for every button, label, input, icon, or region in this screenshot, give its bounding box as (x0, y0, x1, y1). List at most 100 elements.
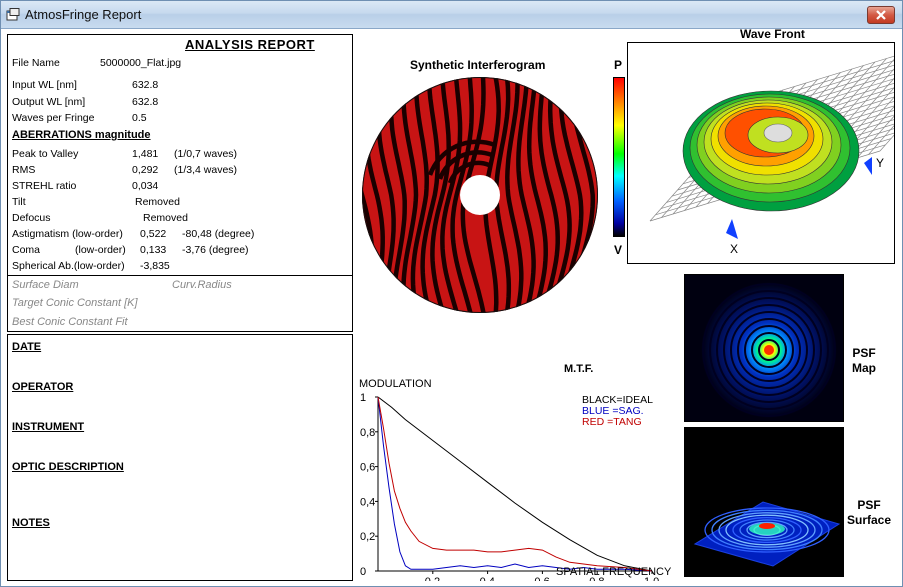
fringe-arc (427, 139, 496, 176)
psf-surface-label-text: PSF (857, 498, 881, 512)
wavefront-panel: Y X (627, 42, 903, 264)
x-tick-label: 1,0 (644, 576, 659, 581)
y-tick-label: 0,4 (360, 496, 375, 508)
colorbar-top-label: P (614, 58, 623, 72)
psf-map-image (685, 275, 843, 421)
psf-surface-image (693, 501, 841, 567)
coma-value: 0,133 (140, 244, 167, 256)
psf-surface-ring (718, 512, 816, 548)
aberrations-heading: ABERRATIONS magnitude (12, 129, 151, 141)
psf-surface-ring (732, 516, 802, 544)
psf-ring (730, 311, 808, 389)
coma-order: (low-order) (75, 244, 126, 256)
psf-map-label-text: PSF (852, 346, 876, 360)
psf-ring (716, 297, 822, 403)
coma-label: Coma (12, 244, 41, 256)
title-bar: AtmosFringe Report (1, 1, 902, 29)
legend-ideal: BLACK=IDEAL (582, 394, 653, 406)
optic-description-label: OPTIC DESCRIPTION (12, 461, 124, 473)
wavefront-x-label: X (730, 242, 738, 256)
mtf-title: M.T.F. (564, 363, 594, 375)
grid-line (856, 105, 903, 159)
mtf-chart: 0 0,2 0,4 0,6 0,8 1 0,2 0,4 0,6 0,8 1,0 BLACK=IDE… (360, 392, 659, 581)
instrument-label: INSTRUMENT (12, 421, 85, 433)
target-conic-label: Target Conic Constant [K] (12, 297, 138, 309)
psf-ring (723, 304, 815, 396)
psf-ring (702, 283, 836, 417)
strehl-value: 0,034 (132, 180, 159, 192)
report-heading: ANALYSIS REPORT (185, 37, 315, 52)
report-content: ANALYSIS REPORT File Name 5000000_Flat.j… (4, 27, 903, 584)
input-wl-label: Input WL [nm] (12, 79, 77, 91)
mtf-series-ideal (377, 396, 653, 572)
window-title: AtmosFringe Report (25, 7, 142, 22)
fringe-line (505, 77, 524, 313)
colorbar-bottom-label: V (614, 243, 623, 257)
fringe-line (537, 77, 560, 313)
grid-line (868, 115, 903, 155)
fringe-line (526, 77, 548, 313)
report-divider (8, 275, 352, 276)
wavefront-title: Wave Front (740, 27, 805, 41)
legend-tang: RED =TANG (582, 416, 642, 428)
psf-surface-ring (739, 519, 795, 541)
file-name-label: File Name (12, 57, 60, 69)
waves-value: 0.5 (132, 112, 147, 124)
fringe-line (547, 77, 572, 313)
surface-diam-label: Surface Diam (12, 279, 79, 291)
notes-panel: DATE OPERATOR INSTRUMENT OPTIC DESCRIPTI… (7, 334, 353, 581)
interferogram-title: Synthetic Interferogram (410, 58, 546, 72)
rms-waves: (1/3,4 waves) (174, 164, 238, 176)
curv-radius-label: Curv.Radius (172, 279, 232, 291)
defocus-value: Removed (143, 212, 188, 224)
y-tick-label: 0,6 (360, 462, 375, 474)
grid-line (754, 57, 903, 104)
psf-ring (744, 325, 794, 375)
psf-ring (751, 332, 787, 368)
waves-label: Waves per Fringe (12, 112, 95, 124)
fringe-line (401, 77, 419, 313)
defocus-label: Defocus (12, 212, 51, 224)
output-wl-label: Output WL [nm] (12, 96, 86, 108)
analysis-report-panel: ANALYSIS REPORT File Name 5000000_Flat.j… (7, 34, 353, 332)
spherical-label: Spherical Ab.(low-order) (12, 260, 125, 272)
y-tick-label: 0 (360, 566, 366, 578)
x-tick-label: 0,4 (480, 576, 495, 581)
coma-degree: -3,76 (degree) (182, 244, 249, 256)
rms-label: RMS (12, 164, 36, 176)
psf-surface-label: PSF Surface (847, 498, 891, 528)
astigmatism-label: Astigmatism (low-order) (12, 228, 123, 240)
psf-surface-ring (746, 521, 788, 539)
psf-surface-ring (711, 509, 823, 551)
close-button[interactable] (867, 6, 895, 24)
output-wl-value: 632.8 (132, 96, 159, 108)
psf-surface-label-sub: Surface (847, 513, 892, 527)
colorbar (613, 77, 625, 237)
y-tick-label: 0,2 (360, 531, 375, 543)
fringe-arc (437, 150, 493, 180)
psf-ring (758, 339, 780, 361)
fringe-line (450, 77, 474, 313)
psf-map-label: PSF Map (852, 346, 876, 376)
psf-surface (684, 427, 844, 577)
mtf-xlabel: SPATIAL FREQUENCY (556, 566, 672, 578)
wavefront-hole (763, 123, 793, 143)
input-wl-value: 632.8 (132, 79, 159, 91)
psf-map (684, 274, 844, 422)
ptv-waves: (1/0,7 waves) (174, 148, 238, 160)
fringe-line (440, 77, 463, 313)
strehl-label: STREHL ratio (12, 180, 77, 192)
wavefront-surface: Y X (649, 53, 903, 256)
wavefront-edge (864, 157, 872, 175)
psf-surface-ring (704, 507, 830, 553)
best-conic-label: Best Conic Constant Fit (12, 316, 128, 328)
psf-surface-ring (725, 514, 809, 546)
wavefront-y-label: Y (876, 156, 884, 170)
mtf-series-sag (377, 396, 653, 572)
fringe-line (410, 77, 429, 313)
ptv-label: Peak to Valley (12, 148, 79, 160)
tilt-value: Removed (135, 196, 180, 208)
astigmatism-value: 0,522 (140, 228, 167, 240)
y-tick-label: 1 (360, 392, 366, 404)
